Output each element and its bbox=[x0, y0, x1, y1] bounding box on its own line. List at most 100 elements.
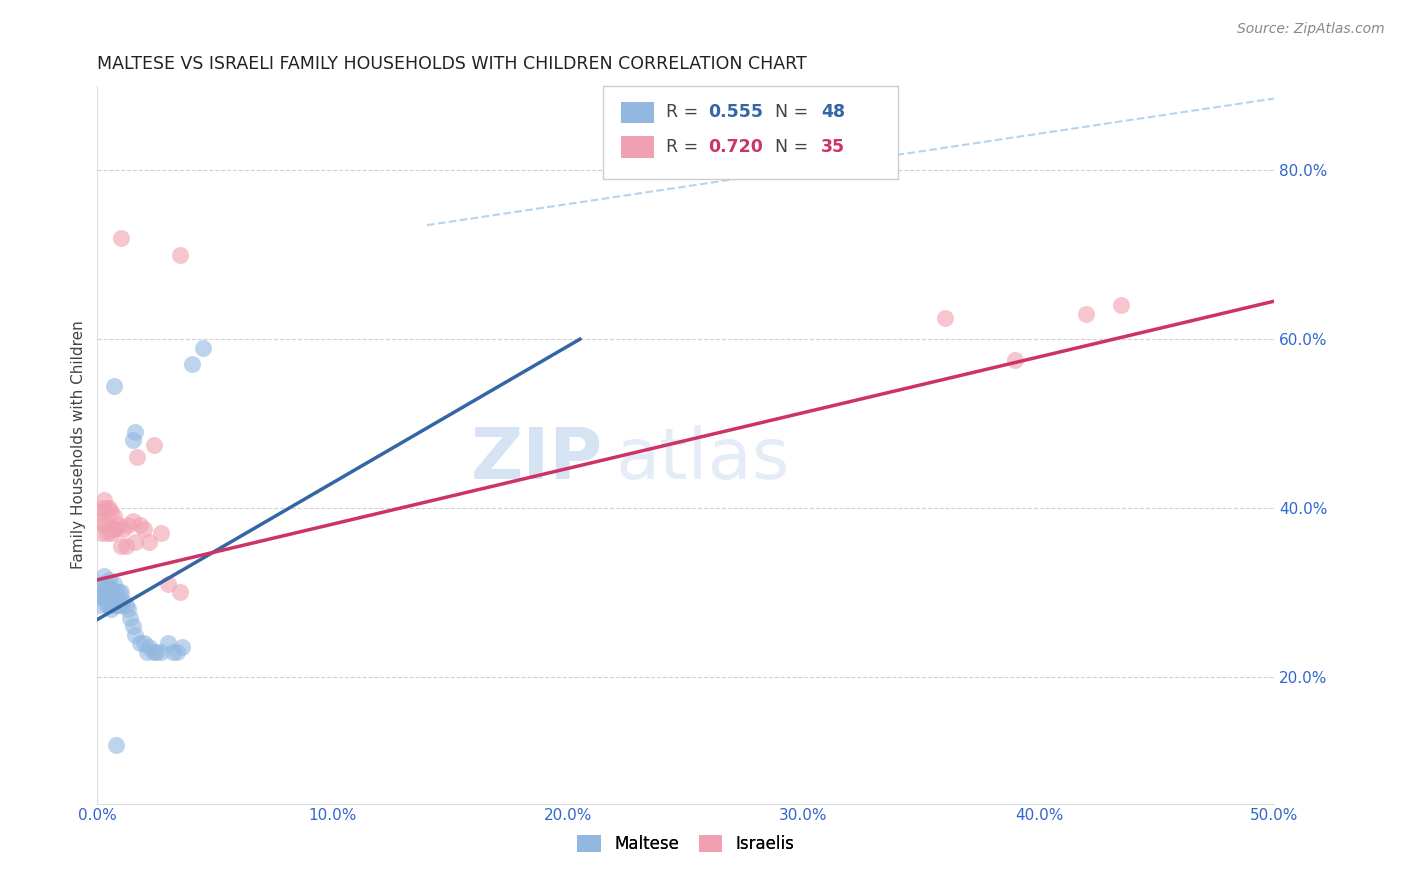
Text: 35: 35 bbox=[821, 138, 845, 156]
Point bbox=[89, 514, 111, 528]
Point bbox=[98, 573, 121, 587]
Point bbox=[96, 598, 118, 612]
Point bbox=[96, 501, 118, 516]
Point bbox=[103, 509, 125, 524]
Point bbox=[117, 517, 139, 532]
Y-axis label: Family Households with Children: Family Households with Children bbox=[72, 320, 86, 569]
Point bbox=[100, 526, 122, 541]
Point bbox=[124, 425, 146, 439]
Point bbox=[121, 514, 143, 528]
Text: Source: ZipAtlas.com: Source: ZipAtlas.com bbox=[1237, 22, 1385, 37]
Text: N =: N = bbox=[775, 138, 814, 156]
Point bbox=[100, 582, 122, 596]
Point bbox=[120, 611, 142, 625]
Point bbox=[127, 450, 149, 465]
Point bbox=[96, 582, 118, 596]
Point bbox=[89, 598, 111, 612]
Point bbox=[96, 526, 118, 541]
Point bbox=[142, 438, 165, 452]
Point bbox=[1074, 307, 1097, 321]
Point bbox=[134, 522, 156, 536]
Point bbox=[128, 517, 150, 532]
Point bbox=[107, 585, 129, 599]
Point bbox=[93, 585, 115, 599]
Point bbox=[91, 590, 114, 604]
Point bbox=[169, 585, 191, 599]
Point bbox=[135, 645, 157, 659]
Point bbox=[98, 582, 121, 596]
Point bbox=[156, 636, 179, 650]
Point bbox=[149, 526, 172, 541]
Point bbox=[100, 505, 122, 519]
Point bbox=[934, 311, 956, 326]
Point bbox=[134, 636, 156, 650]
FancyBboxPatch shape bbox=[603, 86, 897, 179]
Text: 0.555: 0.555 bbox=[709, 103, 763, 121]
Point bbox=[110, 598, 132, 612]
Point bbox=[98, 598, 121, 612]
Point bbox=[98, 590, 121, 604]
Point bbox=[103, 590, 125, 604]
Point bbox=[89, 505, 111, 519]
Point bbox=[105, 598, 128, 612]
Point bbox=[112, 594, 135, 608]
Point bbox=[124, 534, 146, 549]
Point bbox=[100, 594, 122, 608]
Text: 48: 48 bbox=[821, 103, 845, 121]
Point bbox=[100, 602, 122, 616]
FancyBboxPatch shape bbox=[621, 102, 654, 123]
Point bbox=[110, 231, 132, 245]
Point bbox=[149, 645, 172, 659]
Text: N =: N = bbox=[775, 103, 814, 121]
Point bbox=[121, 619, 143, 633]
Point bbox=[114, 539, 136, 553]
Text: MALTESE VS ISRAELI FAMILY HOUSEHOLDS WITH CHILDREN CORRELATION CHART: MALTESE VS ISRAELI FAMILY HOUSEHOLDS WIT… bbox=[97, 55, 807, 73]
Point bbox=[91, 501, 114, 516]
Point bbox=[117, 602, 139, 616]
Point bbox=[91, 585, 114, 599]
Point bbox=[93, 577, 115, 591]
Point bbox=[112, 522, 135, 536]
Point bbox=[105, 738, 128, 752]
Text: atlas: atlas bbox=[616, 425, 790, 493]
Point bbox=[124, 628, 146, 642]
FancyBboxPatch shape bbox=[621, 136, 654, 158]
Point bbox=[193, 341, 215, 355]
Point bbox=[138, 640, 160, 655]
Point bbox=[93, 492, 115, 507]
Point bbox=[172, 640, 194, 655]
Text: R =: R = bbox=[666, 103, 703, 121]
Point bbox=[107, 517, 129, 532]
Point bbox=[110, 585, 132, 599]
Point bbox=[98, 501, 121, 516]
Point bbox=[162, 645, 184, 659]
Point bbox=[91, 526, 114, 541]
Text: 0.720: 0.720 bbox=[709, 138, 763, 156]
Text: R =: R = bbox=[666, 138, 703, 156]
Point bbox=[110, 539, 132, 553]
Point bbox=[156, 577, 179, 591]
Point bbox=[107, 598, 129, 612]
Point bbox=[169, 248, 191, 262]
Point bbox=[114, 598, 136, 612]
Point bbox=[91, 577, 114, 591]
Point bbox=[93, 568, 115, 582]
Point bbox=[145, 645, 167, 659]
Point bbox=[128, 636, 150, 650]
Point bbox=[1111, 298, 1133, 312]
Point bbox=[103, 522, 125, 536]
Point bbox=[103, 378, 125, 392]
Point bbox=[89, 590, 111, 604]
Point bbox=[121, 434, 143, 448]
Point bbox=[180, 358, 202, 372]
Text: ZIP: ZIP bbox=[471, 425, 603, 493]
Point bbox=[105, 522, 128, 536]
Point bbox=[166, 645, 188, 659]
Point bbox=[93, 517, 115, 532]
Point bbox=[103, 598, 125, 612]
Point bbox=[105, 585, 128, 599]
Point bbox=[138, 534, 160, 549]
Point bbox=[142, 645, 165, 659]
Legend: Maltese, Israelis: Maltese, Israelis bbox=[571, 829, 801, 860]
Point bbox=[103, 577, 125, 591]
